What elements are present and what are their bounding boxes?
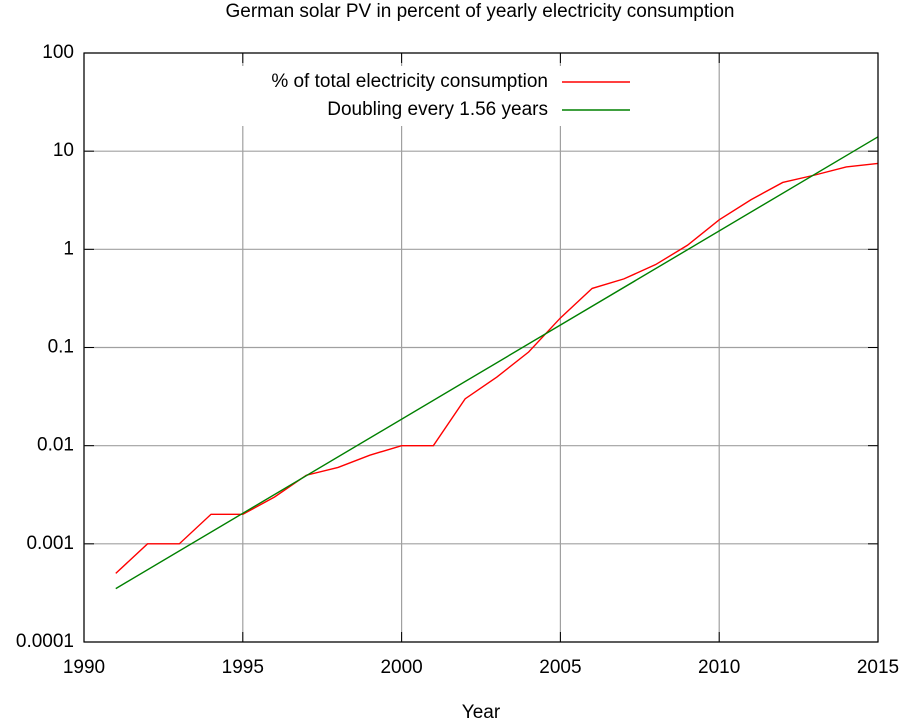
chart-title: German solar PV in percent of yearly ele…	[226, 1, 735, 22]
y-tick-label: 1	[63, 238, 74, 259]
x-tick-label: 2010	[698, 657, 740, 678]
y-tick-label: 0.1	[48, 337, 74, 358]
x-tick-label: 2015	[857, 657, 899, 678]
x-tick-label: 1990	[63, 657, 105, 678]
y-tick-label: 0.0001	[16, 631, 74, 652]
x-tick-label: 2000	[380, 657, 422, 678]
x-tick-label: 2005	[539, 657, 581, 678]
y-tick-label: 0.01	[37, 435, 74, 456]
series-line	[115, 162, 879, 574]
y-tick-label: 0.001	[26, 533, 74, 554]
series-line	[115, 136, 879, 590]
x-axis-label: Year	[462, 702, 501, 722]
y-tick-label: 100	[42, 42, 74, 63]
plot-border	[83, 52, 879, 643]
legend-label: Doubling every 1.56 years	[327, 99, 548, 120]
y-tick-label: 10	[53, 140, 74, 161]
legend-label: % of total electricity consumption	[271, 71, 548, 92]
legend-background	[190, 66, 640, 126]
x-tick-label: 1995	[222, 657, 264, 678]
